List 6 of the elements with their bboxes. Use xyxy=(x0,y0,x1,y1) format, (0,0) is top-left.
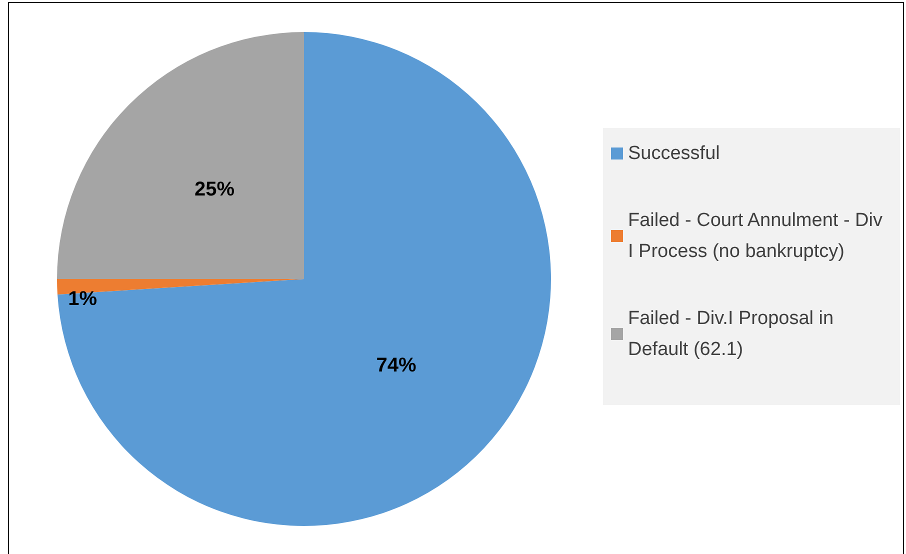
data-label: 1% xyxy=(68,288,98,310)
data-label: 74% xyxy=(376,354,416,377)
legend-label: Successful xyxy=(628,143,720,164)
legend-label: Failed - Div.I Proposal in Default (62.1) xyxy=(628,308,839,360)
data-label: 25% xyxy=(194,178,235,201)
legend-label: Failed - Court Annulment - Div I Process (no bankruptcy) xyxy=(628,210,888,262)
